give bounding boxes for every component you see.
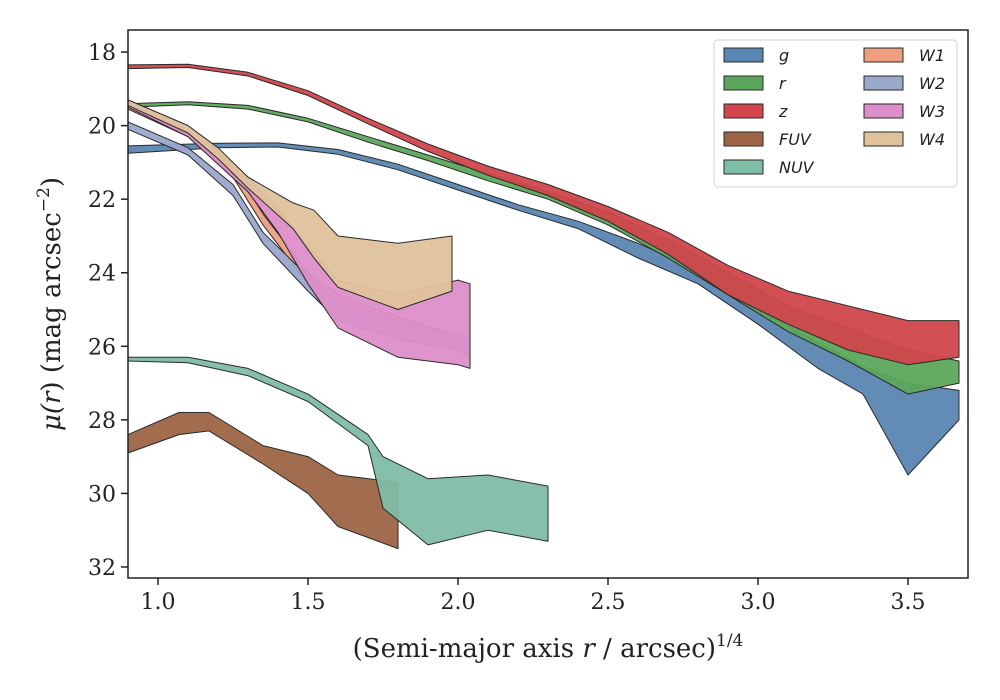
- legend-label-w2: W2: [919, 74, 945, 93]
- band-w4: [127, 99, 453, 310]
- legend-label-nuv: NUV: [779, 158, 815, 177]
- band-g: [127, 142, 960, 476]
- x-tick-label: 2.0: [441, 590, 476, 615]
- legend-swatch-nuv: [723, 159, 764, 175]
- chart-ticks: 1.0 1.5 2.0 2.5 3.0 3.5 18 20 22 24 26 28 30 32: [88, 41, 926, 615]
- legend-swatch-w1: [863, 47, 904, 63]
- legend-label-w1: W1: [919, 46, 945, 65]
- legend-swatch-w2: [863, 75, 904, 91]
- legend: grz FUV NUV W1 W2 W3 W4: [713, 39, 958, 188]
- y-tick-label: 24: [88, 262, 116, 287]
- legend-label-fuv: FUV: [779, 130, 812, 149]
- x-tick-label: 3.0: [741, 590, 776, 615]
- band-r: [127, 101, 960, 395]
- x-tick-label: 2.5: [591, 590, 626, 615]
- y-tick-label: 22: [88, 188, 116, 213]
- y-tick-label: 30: [88, 482, 116, 507]
- legend-label-r: r: [779, 74, 787, 93]
- legend-label-g: g: [779, 46, 789, 65]
- plot-frame: [127, 29, 969, 579]
- x-tick-label: 1.0: [141, 590, 176, 615]
- band-nuv: [127, 356, 549, 546]
- legend-label-w4: W4: [919, 130, 945, 149]
- y-tick-label: 28: [88, 409, 116, 434]
- legend-swatch-g: [723, 47, 764, 63]
- y-tick-label: 18: [88, 41, 116, 66]
- y-tick-label: 20: [88, 115, 116, 140]
- x-axis-title: (Semi-major axis r / arcsec)1/4: [353, 631, 744, 664]
- chart-bands: [127, 63, 960, 550]
- legend-swatch-fuv: [723, 131, 764, 147]
- legend-swatch-z: [723, 103, 764, 119]
- legend-label-w3: W3: [919, 102, 945, 121]
- band-z: [127, 63, 960, 366]
- y-tick-label: 32: [88, 556, 116, 581]
- legend-swatch-r: [723, 75, 764, 91]
- x-tick-label: 1.5: [291, 590, 326, 615]
- x-tick-label: 3.5: [891, 590, 926, 615]
- legend-swatch-w3: [863, 103, 904, 119]
- y-axis-title: μ(r) (mag arcsec−2): [34, 177, 67, 431]
- legend-label-z: z: [778, 102, 788, 121]
- y-tick-label: 26: [88, 335, 116, 360]
- band-fuv: [127, 412, 399, 550]
- legend-swatch-w4: [863, 131, 904, 147]
